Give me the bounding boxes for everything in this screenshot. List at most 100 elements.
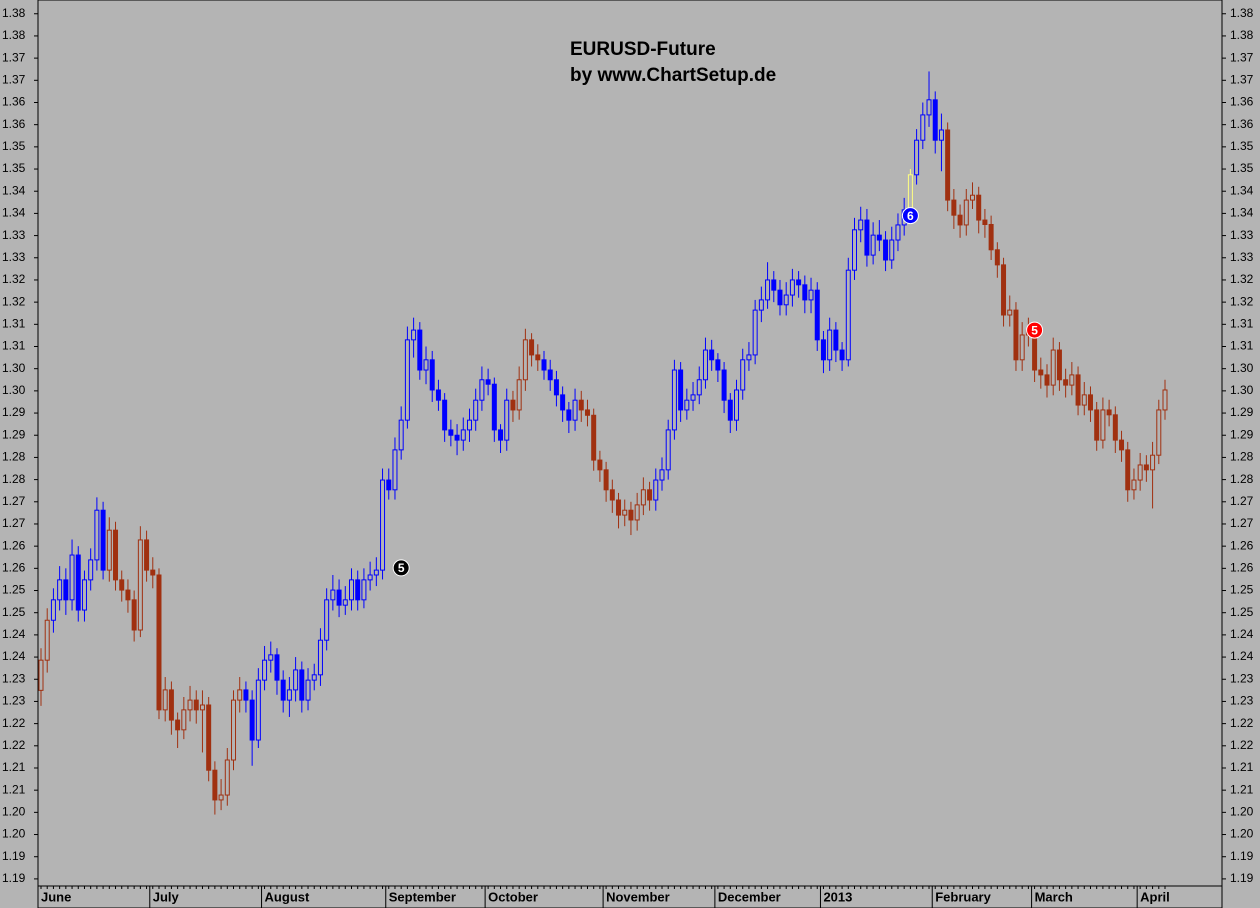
candle-body [814, 289, 820, 341]
candle-body [616, 499, 622, 516]
candle-body [976, 194, 982, 221]
candle-body [926, 99, 932, 116]
candle-body [466, 419, 472, 431]
candle-body [386, 479, 392, 491]
candle-body [1150, 454, 1156, 471]
candle-body [206, 704, 212, 771]
y-tick-label: 1.29 [2, 405, 26, 419]
candle-body [740, 359, 746, 391]
candle-body [820, 339, 826, 361]
marker [1026, 321, 1044, 339]
candle-body [429, 359, 435, 391]
y-tick-label: 1.30 [2, 361, 26, 375]
candle-body [932, 99, 938, 141]
y-tick-label: 1.37 [2, 50, 26, 64]
y-tick-label-right: 1.35 [1230, 161, 1254, 175]
candle-body [218, 794, 224, 801]
candle-body [1038, 369, 1044, 376]
y-tick-label-right: 1.26 [1230, 561, 1254, 575]
candle-body [721, 369, 727, 401]
y-tick-label: 1.19 [2, 871, 26, 885]
candle-body [311, 674, 317, 681]
x-tick-label: July [153, 889, 180, 904]
y-tick-label-right: 1.31 [1230, 339, 1254, 353]
x-tick-label: October [488, 889, 538, 904]
candle-body [783, 294, 789, 306]
candle-body [634, 504, 640, 521]
y-tick-label-right: 1.36 [1230, 95, 1254, 109]
candle-body [883, 239, 889, 261]
y-tick-label: 1.24 [2, 627, 26, 641]
candle-body [659, 469, 665, 481]
y-tick-label-right: 1.34 [1230, 183, 1254, 197]
candle-body [255, 679, 261, 741]
x-tick-label: February [935, 889, 991, 904]
candle-body [622, 509, 628, 516]
marker [901, 207, 919, 225]
candle-body [435, 389, 441, 401]
candle-body [88, 559, 94, 581]
candle-body [988, 223, 994, 251]
candle-body [715, 359, 721, 371]
candle-body [628, 509, 634, 521]
candle-body [752, 309, 758, 356]
candle-body [175, 719, 181, 731]
y-tick-label: 1.38 [2, 6, 26, 20]
x-tick-label: December [718, 889, 781, 904]
candle-body [709, 349, 715, 361]
y-tick-label: 1.36 [2, 117, 26, 131]
candle-body [1156, 409, 1162, 456]
candle-body [1050, 349, 1056, 386]
candle-body [249, 699, 255, 741]
y-tick-label-right: 1.24 [1230, 627, 1254, 641]
y-tick-label: 1.21 [2, 782, 26, 796]
candle-body [317, 639, 323, 676]
y-tick-label: 1.35 [2, 139, 26, 153]
candle-body [293, 669, 299, 691]
candle-body [1131, 479, 1137, 491]
candle-body [1056, 349, 1062, 381]
candle-body [1001, 264, 1007, 316]
candle-body [75, 554, 81, 611]
candle-body [758, 299, 764, 311]
candle-body [106, 529, 112, 571]
candle-body [597, 459, 603, 471]
candle-body [299, 669, 305, 701]
candle-body [951, 199, 957, 216]
candle-body [907, 174, 913, 211]
candle-body [690, 394, 696, 401]
candle-body [504, 399, 510, 441]
candle-body [1069, 374, 1075, 386]
y-tick-label: 1.31 [2, 316, 26, 330]
candle-body [889, 239, 895, 261]
candle-body [392, 449, 398, 491]
y-tick-label: 1.29 [2, 427, 26, 441]
candle-body [852, 229, 858, 271]
candle-body [529, 339, 535, 356]
y-tick-label-right: 1.32 [1230, 272, 1254, 286]
candle-body [454, 434, 460, 441]
candle-body [516, 379, 522, 411]
y-tick-label-right: 1.36 [1230, 117, 1254, 131]
y-tick-label-right: 1.19 [1230, 871, 1254, 885]
y-tick-label-right: 1.28 [1230, 472, 1254, 486]
candle-body [1125, 449, 1131, 491]
candle-body [808, 289, 814, 301]
candle-body [417, 329, 423, 371]
candle-body [348, 579, 354, 601]
candle-body [131, 599, 137, 631]
y-tick-label: 1.32 [2, 272, 26, 286]
candle-body [653, 479, 659, 501]
candle-body [1162, 389, 1168, 411]
y-tick-label-right: 1.23 [1230, 671, 1254, 685]
y-tick-label: 1.27 [2, 516, 26, 530]
y-tick-label: 1.21 [2, 760, 26, 774]
candle-body [870, 234, 876, 256]
candle-body [324, 599, 330, 641]
candle-body [69, 554, 75, 601]
candle-body [914, 139, 920, 176]
y-tick-label: 1.23 [2, 694, 26, 708]
candle-body [485, 379, 491, 385]
candle-body [1007, 309, 1013, 316]
